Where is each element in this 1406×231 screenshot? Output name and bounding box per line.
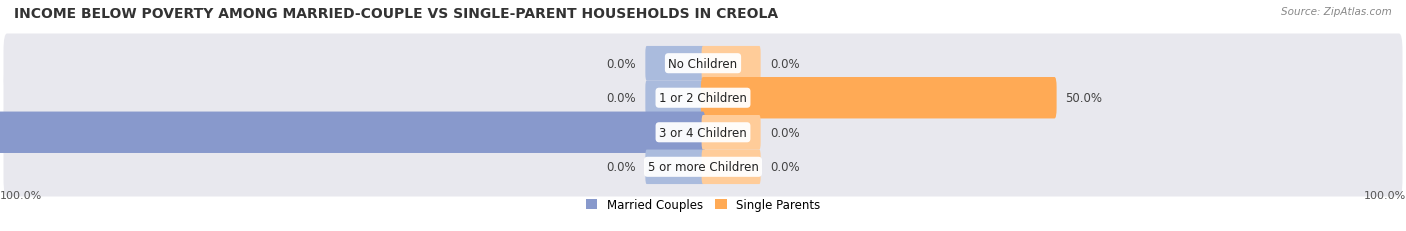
Text: INCOME BELOW POVERTY AMONG MARRIED-COUPLE VS SINGLE-PARENT HOUSEHOLDS IN CREOLA: INCOME BELOW POVERTY AMONG MARRIED-COUPL… — [14, 7, 778, 21]
FancyBboxPatch shape — [3, 103, 1403, 162]
Text: 0.0%: 0.0% — [770, 126, 800, 139]
Text: 0.0%: 0.0% — [606, 92, 637, 105]
FancyBboxPatch shape — [700, 78, 1057, 119]
Text: 100.0%: 100.0% — [0, 190, 42, 201]
Text: Source: ZipAtlas.com: Source: ZipAtlas.com — [1281, 7, 1392, 17]
FancyBboxPatch shape — [702, 47, 761, 81]
Text: 1 or 2 Children: 1 or 2 Children — [659, 92, 747, 105]
FancyBboxPatch shape — [645, 81, 704, 116]
Text: No Children: No Children — [668, 58, 738, 70]
Text: 3 or 4 Children: 3 or 4 Children — [659, 126, 747, 139]
FancyBboxPatch shape — [3, 69, 1403, 128]
Legend: Married Couples, Single Parents: Married Couples, Single Parents — [581, 194, 825, 216]
FancyBboxPatch shape — [0, 112, 704, 153]
Text: 5 or more Children: 5 or more Children — [648, 161, 758, 173]
Text: 100.0%: 100.0% — [1364, 190, 1406, 201]
FancyBboxPatch shape — [702, 150, 761, 184]
Text: 0.0%: 0.0% — [770, 161, 800, 173]
FancyBboxPatch shape — [3, 137, 1403, 197]
FancyBboxPatch shape — [702, 116, 761, 150]
Text: 50.0%: 50.0% — [1066, 92, 1102, 105]
Text: 0.0%: 0.0% — [770, 58, 800, 70]
Text: 0.0%: 0.0% — [606, 161, 637, 173]
FancyBboxPatch shape — [3, 34, 1403, 94]
FancyBboxPatch shape — [645, 150, 704, 184]
Text: 0.0%: 0.0% — [606, 58, 637, 70]
FancyBboxPatch shape — [645, 47, 704, 81]
